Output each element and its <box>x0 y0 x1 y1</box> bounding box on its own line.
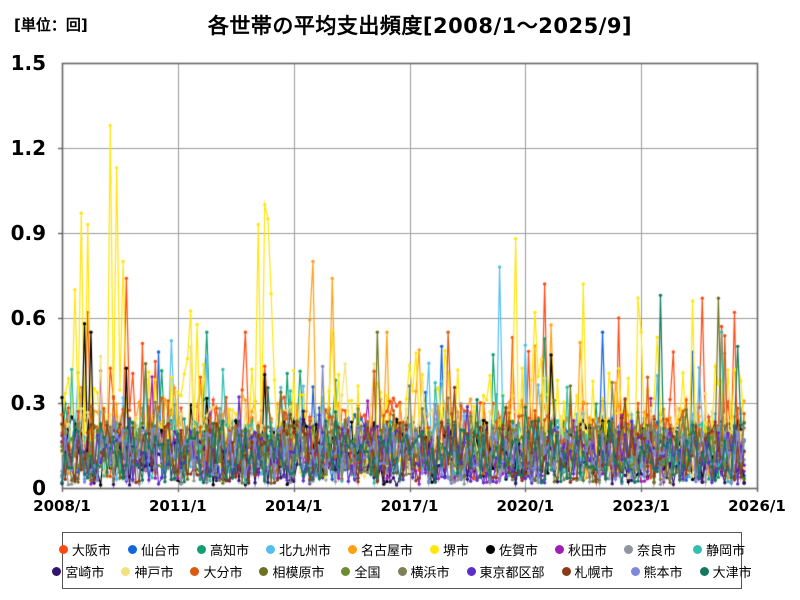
legend-label: 大阪市 <box>71 544 111 559</box>
y-tick-label: 0.6 <box>10 306 46 330</box>
y-tick-label: 0.9 <box>10 221 46 245</box>
legend-swatch-icon <box>259 567 269 576</box>
legend-item: 仙台市 <box>127 540 180 559</box>
legend-label: 大分市 <box>203 566 243 581</box>
legend-label: 高知市 <box>209 544 249 559</box>
legend-item: 佐賀市 <box>486 540 538 559</box>
legend-swatch-icon <box>265 545 275 554</box>
legend-item: 高知市 <box>196 540 249 559</box>
legend-item: 宮崎市 <box>52 562 104 581</box>
legend-item: 大分市 <box>190 562 242 581</box>
legend-label: 名古屋市 <box>360 544 413 559</box>
legend-label: 仙台市 <box>140 544 180 559</box>
legend-swatch-icon <box>347 545 357 554</box>
legend-item: 熊本市 <box>630 562 683 581</box>
legend-row: 宮崎市 神戸市 大分市 相模原市 全国 横浜市 東京都区部 札幌市 熊本市 大津市 <box>52 562 752 581</box>
legend-swatch-icon <box>630 567 640 576</box>
legend-row: 大阪市 仙台市 高知市 北九州市 名古屋市 堺市 佐賀市 秋田市 奈良市 静岡市 <box>58 540 745 559</box>
legend-item: 名古屋市 <box>347 540 413 559</box>
legend-label: 相模原市 <box>272 566 325 581</box>
legend-label: 静岡市 <box>706 544 746 559</box>
legend-item: 堺市 <box>430 540 469 559</box>
legend-swatch-icon <box>430 545 439 554</box>
legend-item: 東京都区部 <box>466 562 545 581</box>
chart-title: 各世帯の平均支出頻度[2008/1～2025/9] <box>207 14 633 38</box>
legend-label: 東京都区部 <box>479 566 545 581</box>
legend-item: 北九州市 <box>265 540 331 559</box>
legend-swatch-icon <box>693 545 703 554</box>
y-tick-label: 1.5 <box>10 51 46 75</box>
legend-label: 佐賀市 <box>499 544 539 559</box>
legend-swatch-icon <box>555 545 565 554</box>
legend-swatch-icon <box>624 545 634 554</box>
legend-label: 宮崎市 <box>65 566 105 581</box>
x-tick-label: 2026/1 <box>728 497 786 515</box>
legend-item: 相模原市 <box>259 562 324 581</box>
legend-swatch-icon <box>58 545 68 554</box>
legend-item: 全国 <box>341 562 381 581</box>
legend-swatch-icon <box>121 567 131 576</box>
legend-swatch-icon <box>699 567 709 576</box>
legend-label: 横浜市 <box>410 566 450 581</box>
y-tick-label: 1.2 <box>10 136 46 160</box>
legend-label: 神戸市 <box>134 566 174 581</box>
legend-label: 全国 <box>354 566 381 581</box>
legend-swatch-icon <box>466 567 476 576</box>
unit-label: [単位：回] <box>14 16 88 34</box>
legend-item: 静岡市 <box>693 540 745 559</box>
legend-item: 秋田市 <box>555 540 607 559</box>
legend-item: 神戸市 <box>121 562 173 581</box>
x-tick-label: 2014/1 <box>264 497 323 515</box>
legend-label: 北九州市 <box>278 544 331 559</box>
legend-label: 堺市 <box>443 544 470 559</box>
y-tick-label: 0.3 <box>10 391 46 415</box>
legend: 大阪市 仙台市 高知市 北九州市 名古屋市 堺市 佐賀市 秋田市 奈良市 静岡市宮崎市 神戸市 大分市… <box>52 532 752 589</box>
legend-label: 熊本市 <box>643 566 683 581</box>
legend-swatch-icon <box>190 567 200 576</box>
x-tick-label: 2020/1 <box>496 497 555 515</box>
legend-swatch-icon <box>196 545 206 554</box>
legend-label: 秋田市 <box>568 544 608 559</box>
legend-swatch-icon <box>397 567 407 576</box>
legend-swatch-icon <box>561 567 571 576</box>
legend-swatch-icon <box>486 545 496 554</box>
x-tick-label: 2008/1 <box>33 497 91 515</box>
legend-item: 札幌市 <box>561 562 614 581</box>
x-tick-label: 2017/1 <box>380 497 439 515</box>
legend-item: 大津市 <box>699 562 752 581</box>
legend-label: 大津市 <box>712 566 752 581</box>
x-tick-label: 2011/1 <box>148 497 207 515</box>
legend-item: 奈良市 <box>624 540 676 559</box>
legend-swatch-icon <box>127 545 137 554</box>
legend-swatch-icon <box>341 567 351 576</box>
legend-item: 横浜市 <box>397 562 450 581</box>
legend-label: 札幌市 <box>574 566 614 581</box>
legend-swatch-icon <box>52 567 62 576</box>
legend-label: 奈良市 <box>637 544 677 559</box>
x-tick-label: 2023/1 <box>612 497 670 515</box>
y-tick-label: 0 <box>32 476 46 500</box>
legend-item: 大阪市 <box>58 540 111 559</box>
